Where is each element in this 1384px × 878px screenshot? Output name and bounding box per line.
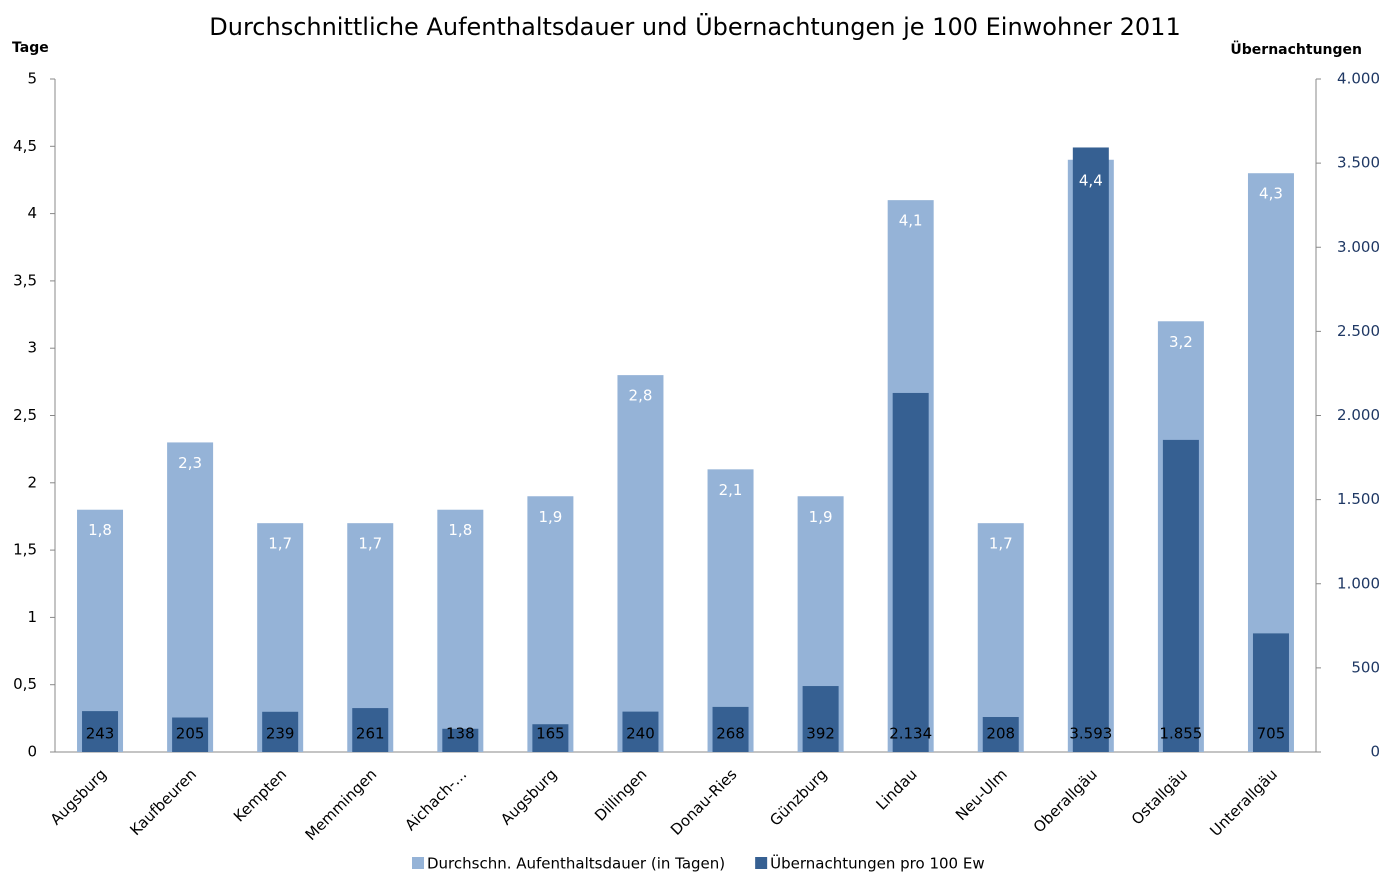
y-tick-label: 2,5 — [13, 406, 37, 424]
x-tick-label: Augsburg — [47, 765, 110, 828]
bar — [442, 728, 479, 752]
value-label: 239 — [266, 725, 295, 743]
y-tick-label: 2 — [27, 473, 37, 491]
value-label: 705 — [1257, 725, 1286, 743]
bar — [982, 717, 1019, 752]
y-axis-title: Tage — [12, 40, 49, 56]
bar — [617, 375, 664, 752]
value-label: 2.134 — [889, 725, 932, 743]
value-label: 3.593 — [1069, 725, 1112, 743]
value-label: 4,1 — [899, 212, 923, 230]
y-tick-label: 4,5 — [13, 137, 37, 155]
bar — [352, 708, 389, 752]
y2-tick-label: 500 — [1351, 658, 1380, 676]
y-tick-label: 0,5 — [13, 675, 37, 693]
value-label: 205 — [176, 725, 205, 743]
bar — [892, 392, 929, 752]
value-label: 1,9 — [538, 508, 562, 526]
value-label: 1,7 — [268, 535, 292, 553]
bar — [1072, 147, 1109, 752]
y-tick-label: 3 — [27, 339, 37, 357]
x-tick-label: Günzburg — [766, 765, 830, 829]
y-tick-label: 1 — [27, 608, 37, 626]
value-label: 1,9 — [809, 508, 833, 526]
y2-tick-label: 1.500 — [1337, 490, 1380, 508]
x-tick-label: Oberallgäu — [1030, 765, 1101, 836]
legend-label: Übernachtungen pro 100 Ew — [770, 854, 984, 873]
x-tick-label: Donau-Ries — [667, 765, 741, 839]
legend-label: Durchschn. Aufenthaltsdauer (in Tagen) — [427, 855, 725, 873]
bar — [622, 711, 659, 752]
bar — [712, 706, 749, 752]
x-tick-label: Unterallgäu — [1206, 765, 1281, 840]
y2-tick-label: 2.500 — [1337, 322, 1380, 340]
y2-tick-label: 3.000 — [1337, 238, 1380, 256]
y-tick-label: 3,5 — [13, 271, 37, 289]
y2-tick-label: 1.000 — [1337, 574, 1380, 592]
value-label: 208 — [986, 725, 1015, 743]
x-tick-label: Neu-Ulm — [952, 765, 1011, 824]
bar — [1162, 439, 1199, 752]
value-label: 138 — [446, 725, 475, 743]
value-label: 4,4 — [1079, 171, 1103, 189]
value-label: 1,7 — [989, 535, 1013, 553]
y-tick-label: 1,5 — [13, 541, 37, 559]
value-label: 240 — [626, 725, 655, 743]
bar — [527, 496, 574, 752]
x-tick-label: Ostallgäu — [1128, 765, 1191, 828]
value-label: 1,7 — [358, 535, 382, 553]
bar — [977, 523, 1024, 752]
value-label: 243 — [86, 725, 115, 743]
bar — [802, 686, 839, 752]
value-label: 1.855 — [1159, 725, 1202, 743]
bar — [167, 442, 214, 752]
value-label: 3,2 — [1169, 333, 1193, 351]
x-tick-label: Kempten — [230, 765, 290, 825]
y-tick-label: 5 — [27, 70, 37, 88]
value-label: 2,3 — [178, 454, 202, 472]
value-label: 1,8 — [88, 521, 112, 539]
bar — [437, 509, 484, 752]
x-tick-label: Lindau — [872, 765, 920, 813]
bar — [82, 711, 119, 752]
value-label: 2,8 — [629, 387, 653, 405]
chart-title: Durchschnittliche Aufenthaltsdauer und Ü… — [209, 12, 1180, 41]
value-label: 4,3 — [1259, 185, 1283, 203]
value-label: 261 — [356, 725, 385, 743]
x-tick-label: Aichach-… — [401, 765, 470, 834]
bar — [172, 717, 209, 752]
x-tick-label: Kaufbeuren — [126, 765, 200, 839]
y2-tick-label: 0 — [1370, 743, 1380, 761]
value-label: 392 — [806, 725, 835, 743]
legend-swatch — [412, 857, 424, 869]
y-tick-label: 4 — [27, 204, 37, 222]
legend-swatch — [755, 857, 768, 869]
bar — [707, 469, 754, 752]
x-tick-label: Dillingen — [591, 765, 650, 824]
bar — [1252, 633, 1289, 752]
bar — [532, 724, 569, 752]
value-label: 165 — [536, 725, 565, 743]
y-tick-label: 0 — [27, 743, 37, 761]
bar — [262, 711, 299, 752]
value-label: 268 — [716, 725, 745, 743]
y2-tick-label: 2.000 — [1337, 406, 1380, 424]
y2-tick-label: 4.000 — [1337, 70, 1380, 88]
x-tick-label: Memmingen — [302, 765, 381, 844]
x-tick-label: Augsburg — [497, 765, 560, 828]
value-label: 1,8 — [448, 521, 472, 539]
value-label: 2,1 — [719, 481, 743, 499]
y2-axis-title: Übernachtungen — [1230, 40, 1362, 58]
y2-tick-label: 3.500 — [1337, 154, 1380, 172]
